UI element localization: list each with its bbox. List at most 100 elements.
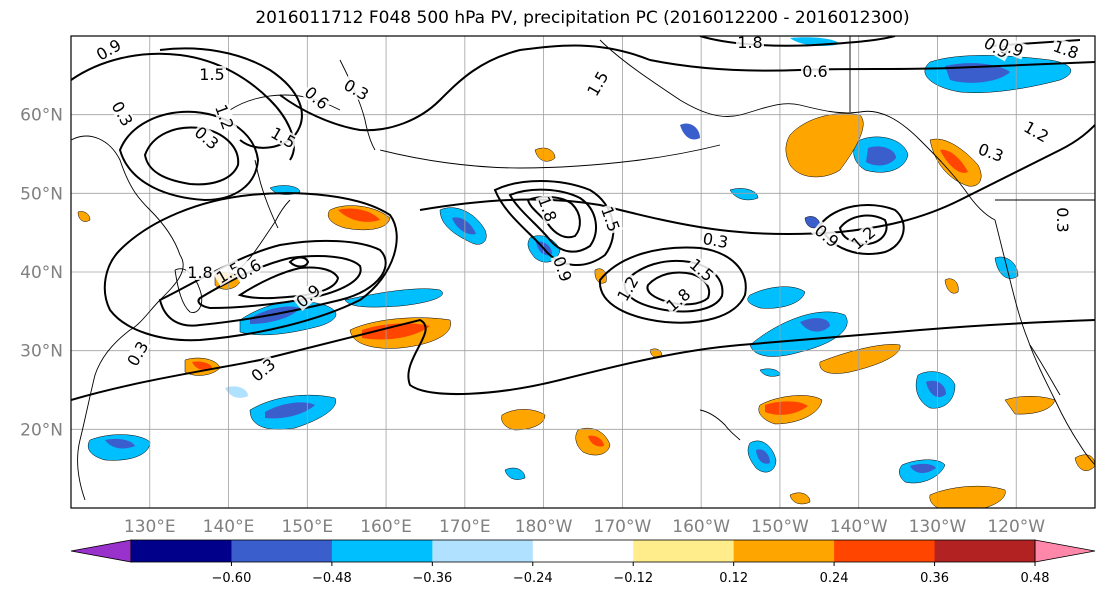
colorbar-segment xyxy=(432,540,534,562)
longitude-tick-label: 170°W xyxy=(594,517,652,537)
pos-patch-tropics-mid-core xyxy=(588,435,604,447)
longitude-labels: 130°E 140°E 150°E 160°E 170°E 180°W 170°W 160°W… xyxy=(124,517,1045,537)
contour-label: 0.3 xyxy=(701,229,729,252)
neg-patch-small-6 xyxy=(225,386,248,398)
precip-anomaly-shading xyxy=(77,37,1095,508)
contour-label-background xyxy=(535,193,561,225)
contour-label-background xyxy=(340,75,373,104)
contour-label: 0.6 xyxy=(802,62,827,81)
pv-contour-0.6 xyxy=(279,44,1095,132)
neg-patch-gulf-core xyxy=(866,146,896,166)
longitude-tick-label: 150°W xyxy=(751,517,809,537)
longitude-tick-label: 140°E xyxy=(203,517,255,537)
pv-contour-ring-east-3 xyxy=(646,271,711,306)
colorbar-segment xyxy=(331,540,433,562)
contour-label-background xyxy=(1020,117,1053,146)
pv-contour-ring-west-core xyxy=(288,256,310,268)
longitude-tick-label: 170°E xyxy=(439,517,491,537)
neg-patch-subtrop-west-core xyxy=(265,402,315,419)
neg-patch-hawaii-east-core xyxy=(756,449,770,464)
contour-label-background xyxy=(613,272,642,305)
neg-patch-east1 xyxy=(747,286,806,309)
pv-contour-ring-east-2 xyxy=(623,259,724,313)
contour-label-background xyxy=(123,337,152,370)
colorbar-tick-label: −0.48 xyxy=(312,571,352,586)
contour-label-background xyxy=(232,255,265,284)
contour-label-background xyxy=(108,97,137,130)
longitude-tick-label: 150°E xyxy=(281,517,333,537)
neg-patch-east2-core xyxy=(800,318,830,332)
contour-label-background xyxy=(583,67,612,100)
contour-label-background xyxy=(700,229,731,251)
contour-label-background xyxy=(662,284,694,315)
colorbar-tick-label: −0.12 xyxy=(613,571,653,586)
pv-contour-ring-west-big xyxy=(103,192,398,342)
colorbar-tick-label: −0.36 xyxy=(412,571,452,586)
pv-contour-ring-nw xyxy=(118,110,260,202)
coast-na-west xyxy=(994,219,1095,466)
latitude-labels: 60°N 50°N 40°N 30°N 20°N xyxy=(20,106,63,441)
contour-label-background xyxy=(267,123,300,152)
pv-contour-1.5-north xyxy=(159,47,303,149)
contour-label-background xyxy=(198,66,226,82)
longitude-tick-label: 130°E xyxy=(124,517,176,537)
colorbar-segment xyxy=(231,540,333,562)
pos-patch-midlat-core xyxy=(362,323,430,340)
contour-label-background xyxy=(686,254,718,285)
pos-patch-small-2 xyxy=(944,278,959,294)
contour-label-background xyxy=(212,101,238,133)
coast-alaska xyxy=(599,39,996,221)
contour-label-background xyxy=(186,264,214,280)
neg-patch-midlat-band xyxy=(344,288,443,308)
latitude-tick-label: 50°N xyxy=(20,184,63,204)
pv-contour-ring-east-1 xyxy=(598,246,747,324)
pv-contour-ring-mid-1 xyxy=(493,180,615,267)
colorbar-segment xyxy=(532,540,634,562)
colorbar-segment xyxy=(633,540,735,562)
colorbar-tick-label: −0.60 xyxy=(212,571,252,586)
longitude-tick-label: 130°W xyxy=(909,517,967,537)
neg-patch-southeast-core xyxy=(910,463,936,473)
figure-title: 2016011712 F048 500 hPa PV, precipitatio… xyxy=(255,8,910,28)
colorbar-segment xyxy=(131,540,232,562)
pos-patch-subtrop-mid xyxy=(501,409,546,431)
contour-label-background xyxy=(550,253,576,285)
colorbar-tick-label: 0.12 xyxy=(719,571,748,586)
pos-patch-east-pos1-core xyxy=(765,401,808,415)
pos-patch-bc-coast-core xyxy=(940,149,968,173)
colorbar-frame xyxy=(130,539,1036,563)
contour-label: 0.3 xyxy=(1053,207,1072,232)
colorbar-extend-high xyxy=(1034,539,1096,563)
contour-label-background xyxy=(247,354,279,385)
contour-label: 1.5 xyxy=(199,65,224,84)
pos-patch-alaska xyxy=(785,113,864,178)
pv-contour-ring-mid-3 xyxy=(526,195,581,239)
coast-baja xyxy=(1029,344,1061,396)
pv-contour-ring-nw-inner xyxy=(143,126,240,186)
pv-contour-1.5-ne xyxy=(699,36,896,47)
neg-patch-tropics-west-core xyxy=(105,438,135,449)
neg-patch-small-8 xyxy=(680,123,700,140)
longitude-tick-label: 180°W xyxy=(515,517,573,537)
colorbar-tick-label: 0.36 xyxy=(920,571,949,586)
pos-patch-east-band xyxy=(819,344,901,374)
contour-label: 1.8 xyxy=(187,263,212,282)
pos-patch-kamchatka-core xyxy=(338,208,380,222)
longitude-tick-label: 160°W xyxy=(672,517,730,537)
neg-patch-small-2 xyxy=(729,188,759,201)
pos-patch-small-6 xyxy=(77,211,91,222)
contour-label: 1.8 xyxy=(737,33,762,52)
neg-patch-small-7 xyxy=(504,467,526,480)
contour-label-background xyxy=(811,220,843,251)
colorbar-segment xyxy=(733,540,835,562)
pv-contour-ring-west-2 xyxy=(197,255,362,310)
longitude-tick-label: 160°E xyxy=(360,517,412,537)
contour-label-background xyxy=(995,36,1027,60)
contour-label-background xyxy=(801,63,829,79)
longitude-tick-label: 140°W xyxy=(830,517,888,537)
latitude-tick-label: 30°N xyxy=(20,342,63,362)
colorbar-extend-low xyxy=(70,539,132,563)
contour-label-background xyxy=(92,36,125,64)
neg-patch-central-core xyxy=(452,217,476,235)
